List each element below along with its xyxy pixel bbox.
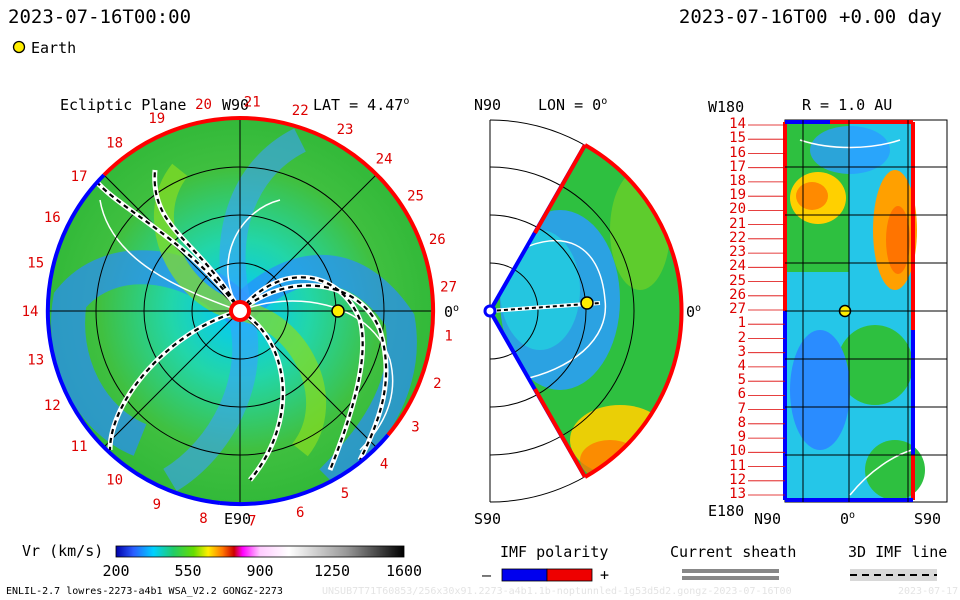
colorbar-label: Vr (km/s) (22, 542, 104, 560)
radial-row-label: 27 (729, 301, 746, 317)
radial-title: R = 1.0 AU (802, 96, 893, 114)
imf-positive-swatch (546, 568, 593, 582)
ecliptic-lat-label: LAT = 4.47o (313, 96, 410, 114)
ecliptic-title: Ecliptic Plane (60, 96, 187, 114)
radial-row-label: 21 (729, 215, 746, 232)
earth-legend-label: Earth (31, 39, 77, 57)
radial-row-label: 10 (729, 443, 746, 460)
radial-row-label: 24 (729, 258, 746, 275)
radial-row-label: 3 (737, 343, 746, 360)
earth-marker-meridional (580, 296, 594, 310)
radial-bottom-s90: S90 (914, 510, 942, 528)
rotation-label: 9 (153, 497, 161, 513)
rotation-label: 12 (44, 398, 61, 414)
radial-row-label: 8 (737, 414, 746, 431)
meridional-bottom-label: S90 (474, 510, 502, 528)
run-date: 2023-07-17 (898, 586, 959, 597)
colorbar-tick-label: 200 (102, 562, 130, 580)
radial-row-label: 19 (729, 187, 746, 204)
sheath-swatch-2 (682, 576, 779, 580)
radial-row-label: 22 (729, 229, 746, 246)
time-left: 2023-07-16T00:00 (8, 6, 192, 28)
radial-row-label: 16 (729, 144, 746, 161)
imf-line-swatch-bg (850, 569, 937, 581)
radial-row-label: 11 (729, 457, 746, 474)
rotation-label: 5 (341, 486, 349, 502)
rotation-label: 17 (71, 169, 88, 185)
run-info: UNSUB7T71T60853/256x30x91.2273-a4b1.1b-n… (322, 586, 792, 597)
rotation-label: 21 (244, 94, 261, 110)
sheath-swatch-1 (682, 569, 779, 573)
radial-row-label: 12 (729, 471, 746, 488)
time-right: 2023-07-16T00 +0.00 day (678, 6, 942, 28)
radial-row-label: 7 (737, 400, 746, 417)
rotation-label: 13 (27, 352, 44, 368)
rotation-label: 2 (433, 376, 441, 392)
colorbar-tick-label: 1250 (313, 562, 351, 580)
rotation-label: 14 (22, 304, 39, 320)
radial-row-label: 9 (737, 429, 746, 446)
radial-row-label: 20 (729, 201, 746, 218)
rotation-label: 7 (248, 514, 256, 530)
radial-row-label: 26 (729, 286, 746, 303)
meridional-top-label: N90 (474, 96, 502, 114)
rotation-label: 8 (199, 511, 207, 527)
radial-bottom-zero: 0o (840, 510, 856, 528)
model-info: ENLIL-2.7 lowres-2273-a4b1 WSA_V2.2 GONG… (6, 586, 283, 597)
sun-marker (229, 300, 251, 322)
radial-row-label: 4 (737, 357, 746, 374)
rotation-label: 27 (440, 280, 457, 296)
radial-row-label: 15 (729, 130, 746, 147)
radial-bottom-left-label: E180 (708, 502, 745, 520)
rotation-label: 19 (148, 111, 165, 127)
colorbar-tick-label: 1600 (385, 562, 423, 580)
rotation-label: 26 (429, 232, 446, 248)
rotation-label: 4 (380, 457, 388, 473)
rotation-label: 6 (296, 505, 304, 521)
meridional-lon-label: LON = 0o (538, 96, 608, 114)
vr-colorbar (115, 545, 405, 558)
radial-top-left-label: W180 (708, 98, 745, 116)
rotation-label: 18 (106, 136, 123, 152)
imf-line-title: 3D IMF line (848, 543, 948, 561)
ecliptic-right-label: 0o (444, 303, 460, 321)
rotation-label: 15 (27, 256, 44, 272)
radial-row-label: 2 (737, 329, 746, 346)
rotation-label: 22 (292, 103, 309, 119)
rotation-label: 3 (411, 419, 419, 435)
radial-row-label: 1 (737, 315, 746, 332)
rotation-label: 10 (106, 472, 123, 488)
radial-row-label: 14 (729, 116, 746, 132)
colorbar-tick-label: 550 (174, 562, 202, 580)
radial-row-label: 6 (737, 386, 746, 403)
radial-row-label: 5 (737, 372, 746, 389)
ecliptic-bottom-label: E90 (224, 510, 252, 528)
radial-bottom-n90: N90 (754, 510, 782, 528)
rotation-label: 25 (407, 189, 424, 205)
earth-legend-icon (12, 40, 26, 54)
ecliptic-top-label: W90 (222, 96, 250, 114)
rotation-label: 23 (337, 122, 354, 138)
rotation-label: 16 (44, 210, 61, 226)
rotation-label: 11 (71, 439, 88, 455)
colorbar-tick-label: 900 (246, 562, 274, 580)
rotation-label: 24 (376, 151, 393, 167)
meridional-right-label: 0o (686, 303, 702, 321)
radial-row-label: 23 (729, 244, 746, 261)
rotation-label: 1 (444, 328, 452, 344)
radial-row-label: 25 (729, 272, 746, 289)
earth-marker-ecliptic (331, 304, 345, 318)
radial-row-label: 17 (729, 158, 746, 175)
rotation-label: 20 (195, 97, 212, 113)
imf-minus-label: – (482, 566, 492, 584)
current-sheath-title: Current sheath (670, 543, 797, 561)
radial-row-label: 18 (729, 172, 746, 189)
imf-negative-swatch (501, 568, 548, 582)
imf-polarity-title: IMF polarity (500, 543, 609, 561)
radial-row-label: 13 (729, 486, 746, 502)
radial-grid (748, 124, 947, 496)
imf-plus-label: + (600, 566, 610, 584)
